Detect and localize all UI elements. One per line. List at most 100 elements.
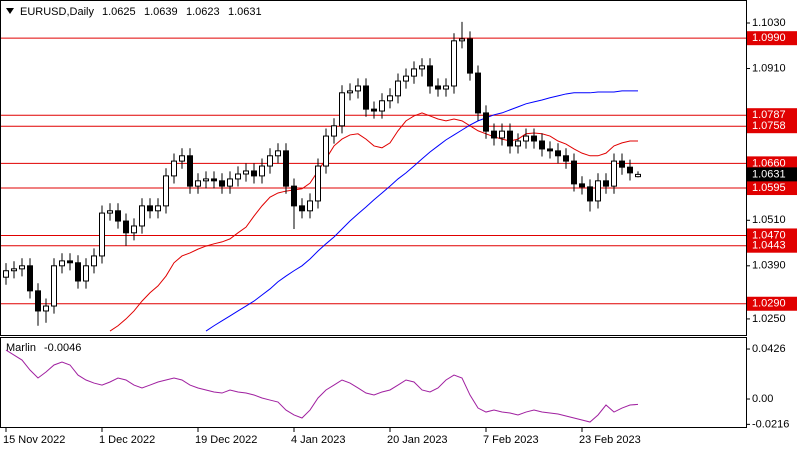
candle-body: [427, 65, 433, 87]
ohlc-low: 1.0623: [186, 6, 220, 18]
candle-body: [147, 205, 153, 212]
y-tick-label: 1.0250: [752, 313, 786, 325]
level-label-box: [747, 31, 797, 46]
candle-body: [539, 140, 545, 150]
candle-body: [627, 166, 633, 174]
level-label: 1.0443: [752, 240, 786, 252]
candle-body: [587, 186, 593, 202]
candle-body: [19, 265, 25, 270]
candle-body: [67, 260, 73, 264]
candle-body: [51, 265, 57, 307]
candle-body: [307, 200, 313, 212]
level-label: 1.0758: [752, 120, 786, 132]
candle-body: [243, 170, 249, 175]
candle-body: [355, 85, 361, 92]
x-tick-label: 15 Nov 2022: [3, 434, 65, 446]
candle-body: [515, 140, 521, 147]
candle-body: [411, 68, 417, 77]
candle-body: [475, 72, 481, 114]
candle-body: [451, 40, 457, 87]
candle-body: [91, 255, 97, 267]
current-price-label: 1.0631: [752, 168, 786, 180]
candle-body: [171, 160, 177, 177]
oscillator-line: [5, 349, 639, 423]
candle-body: [235, 173, 241, 180]
candle-body: [43, 305, 49, 312]
level-label: 1.0470: [752, 229, 786, 241]
oscillator-value: -0.0046: [44, 342, 81, 354]
y-tick-label: 1.0510: [752, 214, 786, 226]
y-tick-label: 1.0390: [752, 260, 786, 272]
candle-body: [483, 112, 489, 132]
x-tick-label: 19 Dec 2022: [195, 434, 257, 446]
candle-body: [443, 85, 449, 90]
level-label-box: [747, 108, 797, 123]
level-label: 1.0595: [752, 182, 786, 194]
level-label: 1.0990: [752, 32, 786, 44]
ohlc-open: 1.0625: [102, 6, 136, 18]
candle-body: [227, 178, 233, 187]
level-label-box: [747, 119, 797, 134]
x-tick-label: 23 Feb 2023: [579, 434, 641, 446]
candle-body: [123, 220, 129, 234]
candle-body: [339, 92, 345, 127]
candle-body: [379, 100, 385, 112]
chart-title: EURUSD,Daily: [20, 6, 94, 18]
candle-body: [603, 180, 609, 187]
level-label: 1.0660: [752, 157, 786, 169]
candle-body: [99, 212, 105, 257]
candle-body: [163, 175, 169, 207]
candle-body: [275, 150, 281, 157]
y-tick-label: 1.1030: [752, 17, 786, 29]
candle-body: [107, 210, 113, 214]
candle-body: [299, 205, 305, 212]
candle-body: [179, 155, 185, 162]
oscillator-pane: [0, 337, 747, 428]
candle-body: [131, 225, 137, 234]
candle-body: [435, 85, 441, 90]
candle-body: [419, 65, 425, 70]
candle-body: [203, 178, 209, 182]
candle-body: [459, 38, 465, 42]
candle-body: [3, 270, 9, 278]
candle-body: [27, 265, 33, 292]
candle-body: [35, 290, 41, 312]
candle-body: [219, 180, 225, 187]
candle-body: [531, 135, 537, 142]
candle-body: [635, 173, 641, 178]
candle-body: [83, 265, 89, 282]
candle-body: [403, 75, 409, 82]
x-tick-label: 4 Jan 2023: [291, 434, 345, 446]
candle-body: [491, 130, 497, 139]
candle-body: [347, 90, 353, 94]
candle-body: [555, 150, 561, 157]
level-label: 1.0290: [752, 298, 786, 310]
candle-body: [619, 160, 625, 168]
ohlc-close: 1.0631: [228, 6, 262, 18]
oscillator-title: Marlin: [6, 342, 36, 354]
y-tick-label: -0.0216: [752, 418, 789, 430]
candle-body: [267, 155, 273, 167]
candle-body: [291, 185, 297, 207]
candle-body: [11, 268, 17, 272]
menu-triangle[interactable]: [6, 8, 14, 14]
candle-body: [139, 205, 145, 227]
candle-body: [75, 262, 81, 282]
candle-body: [155, 205, 161, 212]
main-pane: [0, 0, 747, 336]
candle-body: [579, 183, 585, 188]
candle-body: [251, 170, 257, 177]
candle-body: [363, 85, 369, 110]
candle-body: [259, 165, 265, 177]
candle-body: [523, 135, 529, 142]
candle-body: [187, 155, 193, 187]
candle-body: [331, 125, 337, 137]
candle-body: [571, 160, 577, 185]
candle-body: [195, 180, 201, 187]
x-tick-label: 1 Dec 2022: [99, 434, 155, 446]
level-label-box: [747, 156, 797, 171]
candle-body: [467, 38, 473, 74]
level-label: 1.0787: [752, 109, 786, 121]
x-tick-label: 7 Feb 2023: [483, 434, 539, 446]
